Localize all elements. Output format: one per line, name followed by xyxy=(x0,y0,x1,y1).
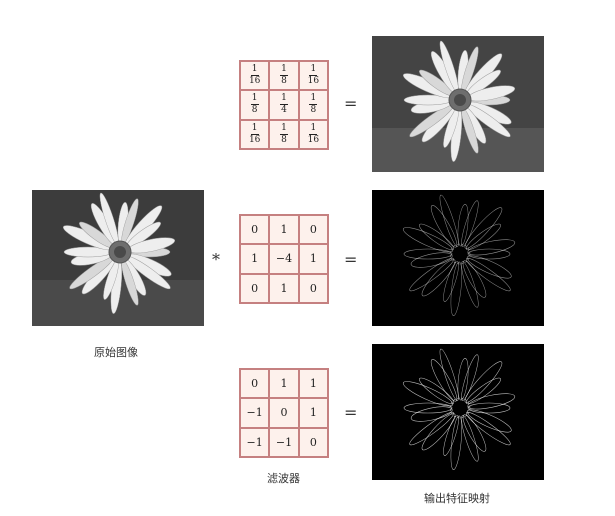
equals-operator-3: = xyxy=(344,403,358,422)
kernel-cell: 0 xyxy=(298,427,328,457)
kernel-cell: 1 xyxy=(269,273,299,303)
kernel-cell: 1 xyxy=(240,244,270,274)
kernel-cell: 1 16 xyxy=(298,119,328,149)
kernel-cell: 1 xyxy=(298,369,328,399)
convolution-operator: * xyxy=(212,250,220,269)
kernel-cell: 1 16 xyxy=(240,119,270,149)
caption-original-image: 原始图像 xyxy=(94,346,138,359)
kernel-cell: −1 xyxy=(269,427,299,457)
edge-map-laplacian xyxy=(372,190,544,326)
caption-output-feature-map: 输出特征映射 xyxy=(424,492,490,505)
kernel-cell: 1 xyxy=(298,244,328,274)
kernel-cell: 0 xyxy=(240,215,270,245)
kernel-cell: 0 xyxy=(240,273,270,303)
kernel-laplacian: 0 1 0 1 −4 1 0 1 0 xyxy=(239,214,329,304)
kernel-cell: 1 16 xyxy=(240,61,270,91)
kernel-cell: 1 16 xyxy=(298,61,328,91)
blurred-daisy-photo xyxy=(372,36,544,172)
kernel-cell: 0 xyxy=(298,273,328,303)
output-edges-laplacian xyxy=(372,190,544,326)
edge-map-diagonal xyxy=(372,344,544,480)
kernel-cell: 0 xyxy=(240,369,270,399)
kernel-diagonal: 0 1 1 −1 0 1 −1 −1 0 xyxy=(239,368,329,458)
kernel-cell: 0 xyxy=(298,215,328,245)
kernel-blur: 1 16 1 8 1 16 1 8 1 4 1 8 1 16 1 8 1 16 xyxy=(239,60,329,150)
kernel-cell: −4 xyxy=(269,244,299,274)
caption-filter: 滤波器 xyxy=(267,472,300,485)
kernel-cell: 0 xyxy=(269,398,299,428)
output-blurred xyxy=(372,36,544,172)
equals-operator-1: = xyxy=(344,94,358,113)
output-edges-diagonal xyxy=(372,344,544,480)
kernel-cell: 1 xyxy=(269,369,299,399)
daisy-photo xyxy=(32,190,204,326)
kernel-cell: 1 xyxy=(298,398,328,428)
equals-operator-2: = xyxy=(344,250,358,269)
original-image xyxy=(32,190,204,326)
kernel-cell: −1 xyxy=(240,427,270,457)
kernel-cell: −1 xyxy=(240,398,270,428)
kernel-cell: 1 xyxy=(269,215,299,245)
